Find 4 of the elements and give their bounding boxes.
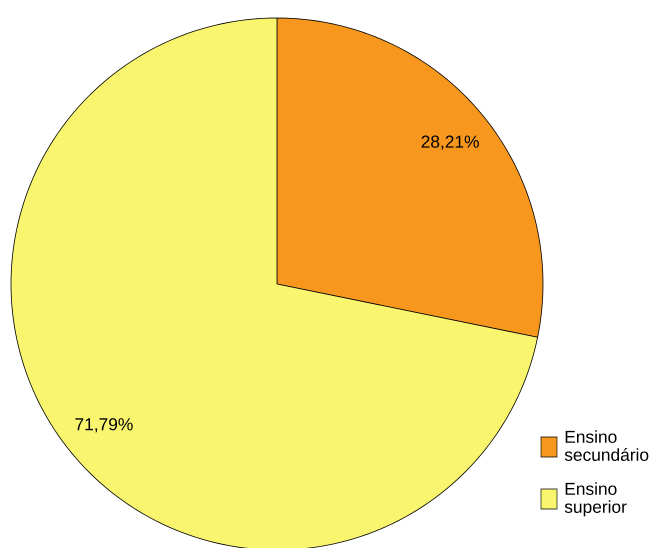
data-label: 71,79% (75, 418, 133, 432)
data-label: 28,21% (422, 136, 479, 150)
legend-label: Ensino secundário (564, 430, 648, 461)
slice-label: Ensino superior (564, 482, 627, 516)
